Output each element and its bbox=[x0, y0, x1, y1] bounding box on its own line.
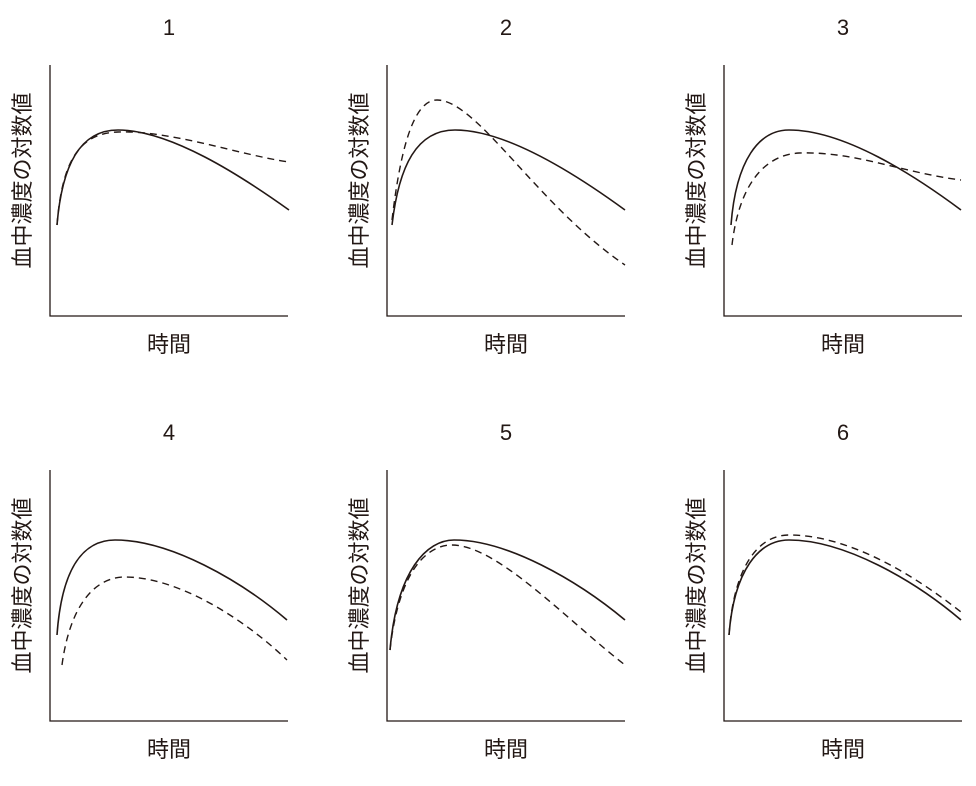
panel-title: 6 bbox=[837, 420, 849, 445]
x-label: 時間 bbox=[147, 738, 191, 763]
solid-curve bbox=[56, 539, 288, 636]
panel: 3 時間 血中濃度の対数値 bbox=[685, 15, 962, 358]
panel-title: 5 bbox=[500, 420, 512, 445]
dashed-curve bbox=[728, 534, 962, 636]
dashed-curve bbox=[731, 152, 962, 246]
panel: 6 時間 血中濃度の対数値 bbox=[685, 420, 962, 763]
solid-curve bbox=[730, 129, 962, 226]
x-label: 時間 bbox=[484, 738, 528, 763]
axes bbox=[49, 65, 288, 317]
x-label: 時間 bbox=[821, 738, 865, 763]
panel-title: 3 bbox=[837, 15, 849, 40]
y-label: 血中濃度の対数値 bbox=[685, 497, 710, 673]
panel: 5 時間 血中濃度の対数値 bbox=[348, 420, 626, 763]
y-label: 血中濃度の対数値 bbox=[685, 92, 710, 268]
axes bbox=[723, 65, 962, 317]
axes bbox=[49, 470, 288, 722]
y-label: 血中濃度の対数値 bbox=[348, 92, 373, 268]
axes bbox=[386, 65, 625, 317]
solid-curve bbox=[391, 129, 626, 226]
y-label: 血中濃度の対数値 bbox=[348, 497, 373, 673]
dashed-curve bbox=[391, 99, 626, 266]
dashed-curve bbox=[56, 131, 290, 226]
axes bbox=[386, 470, 625, 722]
panel: 1 時間 血中濃度の対数値 bbox=[11, 15, 290, 358]
y-label: 血中濃度の対数値 bbox=[11, 92, 36, 268]
x-label: 時間 bbox=[147, 333, 191, 358]
solid-curve bbox=[389, 539, 626, 651]
panel: 2 時間 血中濃度の対数値 bbox=[348, 15, 626, 358]
dashed-curve bbox=[61, 576, 288, 666]
y-label: 血中濃度の対数値 bbox=[11, 497, 36, 673]
panel-title: 4 bbox=[163, 420, 175, 445]
solid-curve bbox=[56, 129, 290, 226]
x-label: 時間 bbox=[484, 333, 528, 358]
panel-title: 1 bbox=[163, 15, 175, 40]
panel: 4 時間 血中濃度の対数値 bbox=[11, 420, 288, 763]
solid-curve bbox=[728, 539, 962, 636]
panel-title: 2 bbox=[500, 15, 512, 40]
dashed-curve bbox=[389, 544, 626, 666]
axes bbox=[723, 470, 962, 722]
x-label: 時間 bbox=[821, 333, 865, 358]
